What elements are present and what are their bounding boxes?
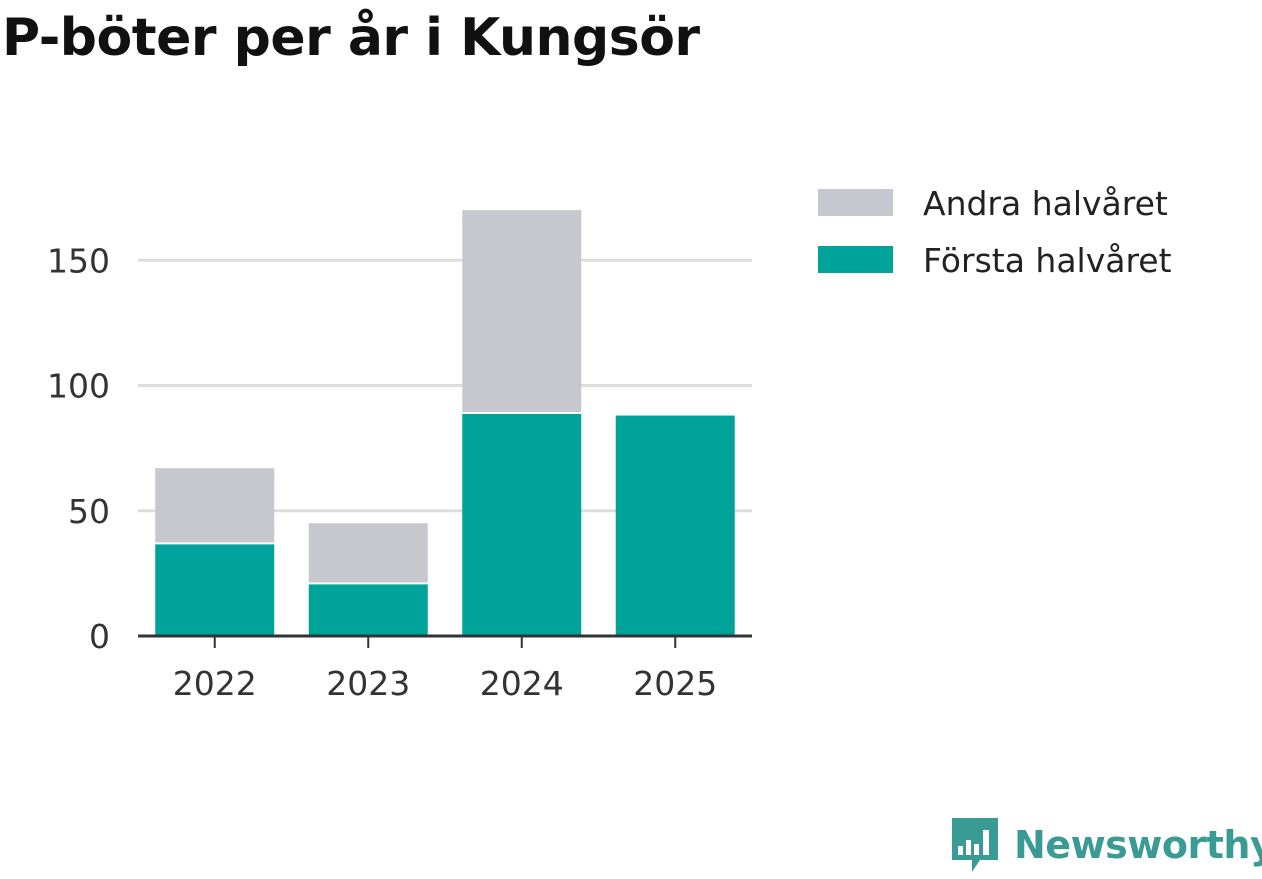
x-axis [138,634,752,648]
y-tick-label: 150 [47,241,110,280]
bar-2023-forsta [308,583,428,636]
legend-swatch [818,246,893,273]
chart-title: P-böter per år i Kungsör [2,8,700,68]
bar-2022-forsta [155,543,275,636]
y-tick-label: 100 [47,367,110,406]
legend: Andra halvåret Första halvåret [818,184,1172,280]
logo-text: Newsworthy [1014,823,1262,867]
newsworthy-logo-icon [952,818,998,872]
newsworthy-logo: Newsworthy [950,816,1262,874]
bar-2024-forsta [462,413,582,636]
legend-label: Andra halvåret [923,184,1168,223]
bar-2022-andra [155,468,275,544]
x-tick-label-2022: 2022 [173,664,257,703]
x-tick-label-2025: 2025 [633,664,717,703]
x-axis-ticks: 2022 2023 2024 2025 [173,664,717,703]
x-tick-label-2024: 2024 [480,664,564,703]
legend-swatch [818,189,893,216]
x-tick-label-2023: 2023 [326,664,410,703]
legend-label: Första halvåret [923,241,1172,280]
bar-2024-andra [462,210,582,414]
bars [155,210,735,636]
bar-2025-forsta [615,415,735,636]
y-axis-ticks: 0 50 100 150 [47,241,110,656]
bar-2023-andra [308,523,428,584]
y-tick-label: 50 [68,492,110,531]
y-tick-label: 0 [89,617,110,656]
